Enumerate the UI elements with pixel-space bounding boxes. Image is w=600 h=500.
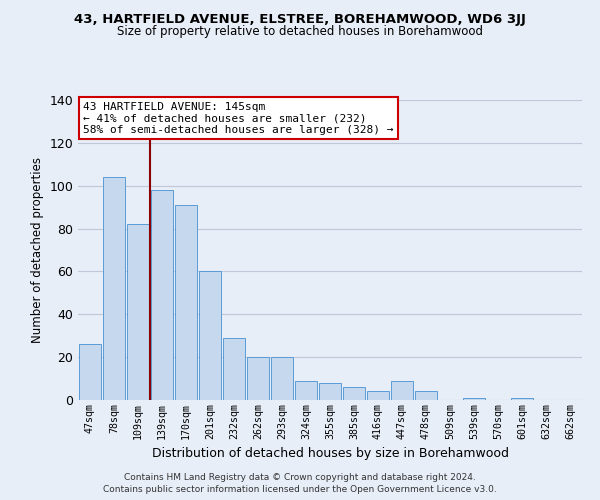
Text: Size of property relative to detached houses in Borehamwood: Size of property relative to detached ho…: [117, 25, 483, 38]
Bar: [223, 338, 245, 400]
Bar: [199, 272, 221, 400]
Text: Contains public sector information licensed under the Open Government Licence v3: Contains public sector information licen…: [103, 485, 497, 494]
Bar: [175, 205, 197, 400]
Bar: [151, 190, 173, 400]
Bar: [343, 387, 365, 400]
Bar: [295, 380, 317, 400]
Bar: [103, 177, 125, 400]
Bar: [127, 224, 149, 400]
Bar: [247, 357, 269, 400]
X-axis label: Distribution of detached houses by size in Borehamwood: Distribution of detached houses by size …: [151, 447, 509, 460]
Bar: [511, 398, 533, 400]
Bar: [463, 398, 485, 400]
Bar: [79, 344, 101, 400]
Y-axis label: Number of detached properties: Number of detached properties: [31, 157, 44, 343]
Bar: [391, 380, 413, 400]
Text: Contains HM Land Registry data © Crown copyright and database right 2024.: Contains HM Land Registry data © Crown c…: [124, 472, 476, 482]
Text: 43 HARTFIELD AVENUE: 145sqm
← 41% of detached houses are smaller (232)
58% of se: 43 HARTFIELD AVENUE: 145sqm ← 41% of det…: [83, 102, 394, 134]
Text: 43, HARTFIELD AVENUE, ELSTREE, BOREHAMWOOD, WD6 3JJ: 43, HARTFIELD AVENUE, ELSTREE, BOREHAMWO…: [74, 12, 526, 26]
Bar: [271, 357, 293, 400]
Bar: [415, 392, 437, 400]
Bar: [367, 392, 389, 400]
Bar: [319, 383, 341, 400]
